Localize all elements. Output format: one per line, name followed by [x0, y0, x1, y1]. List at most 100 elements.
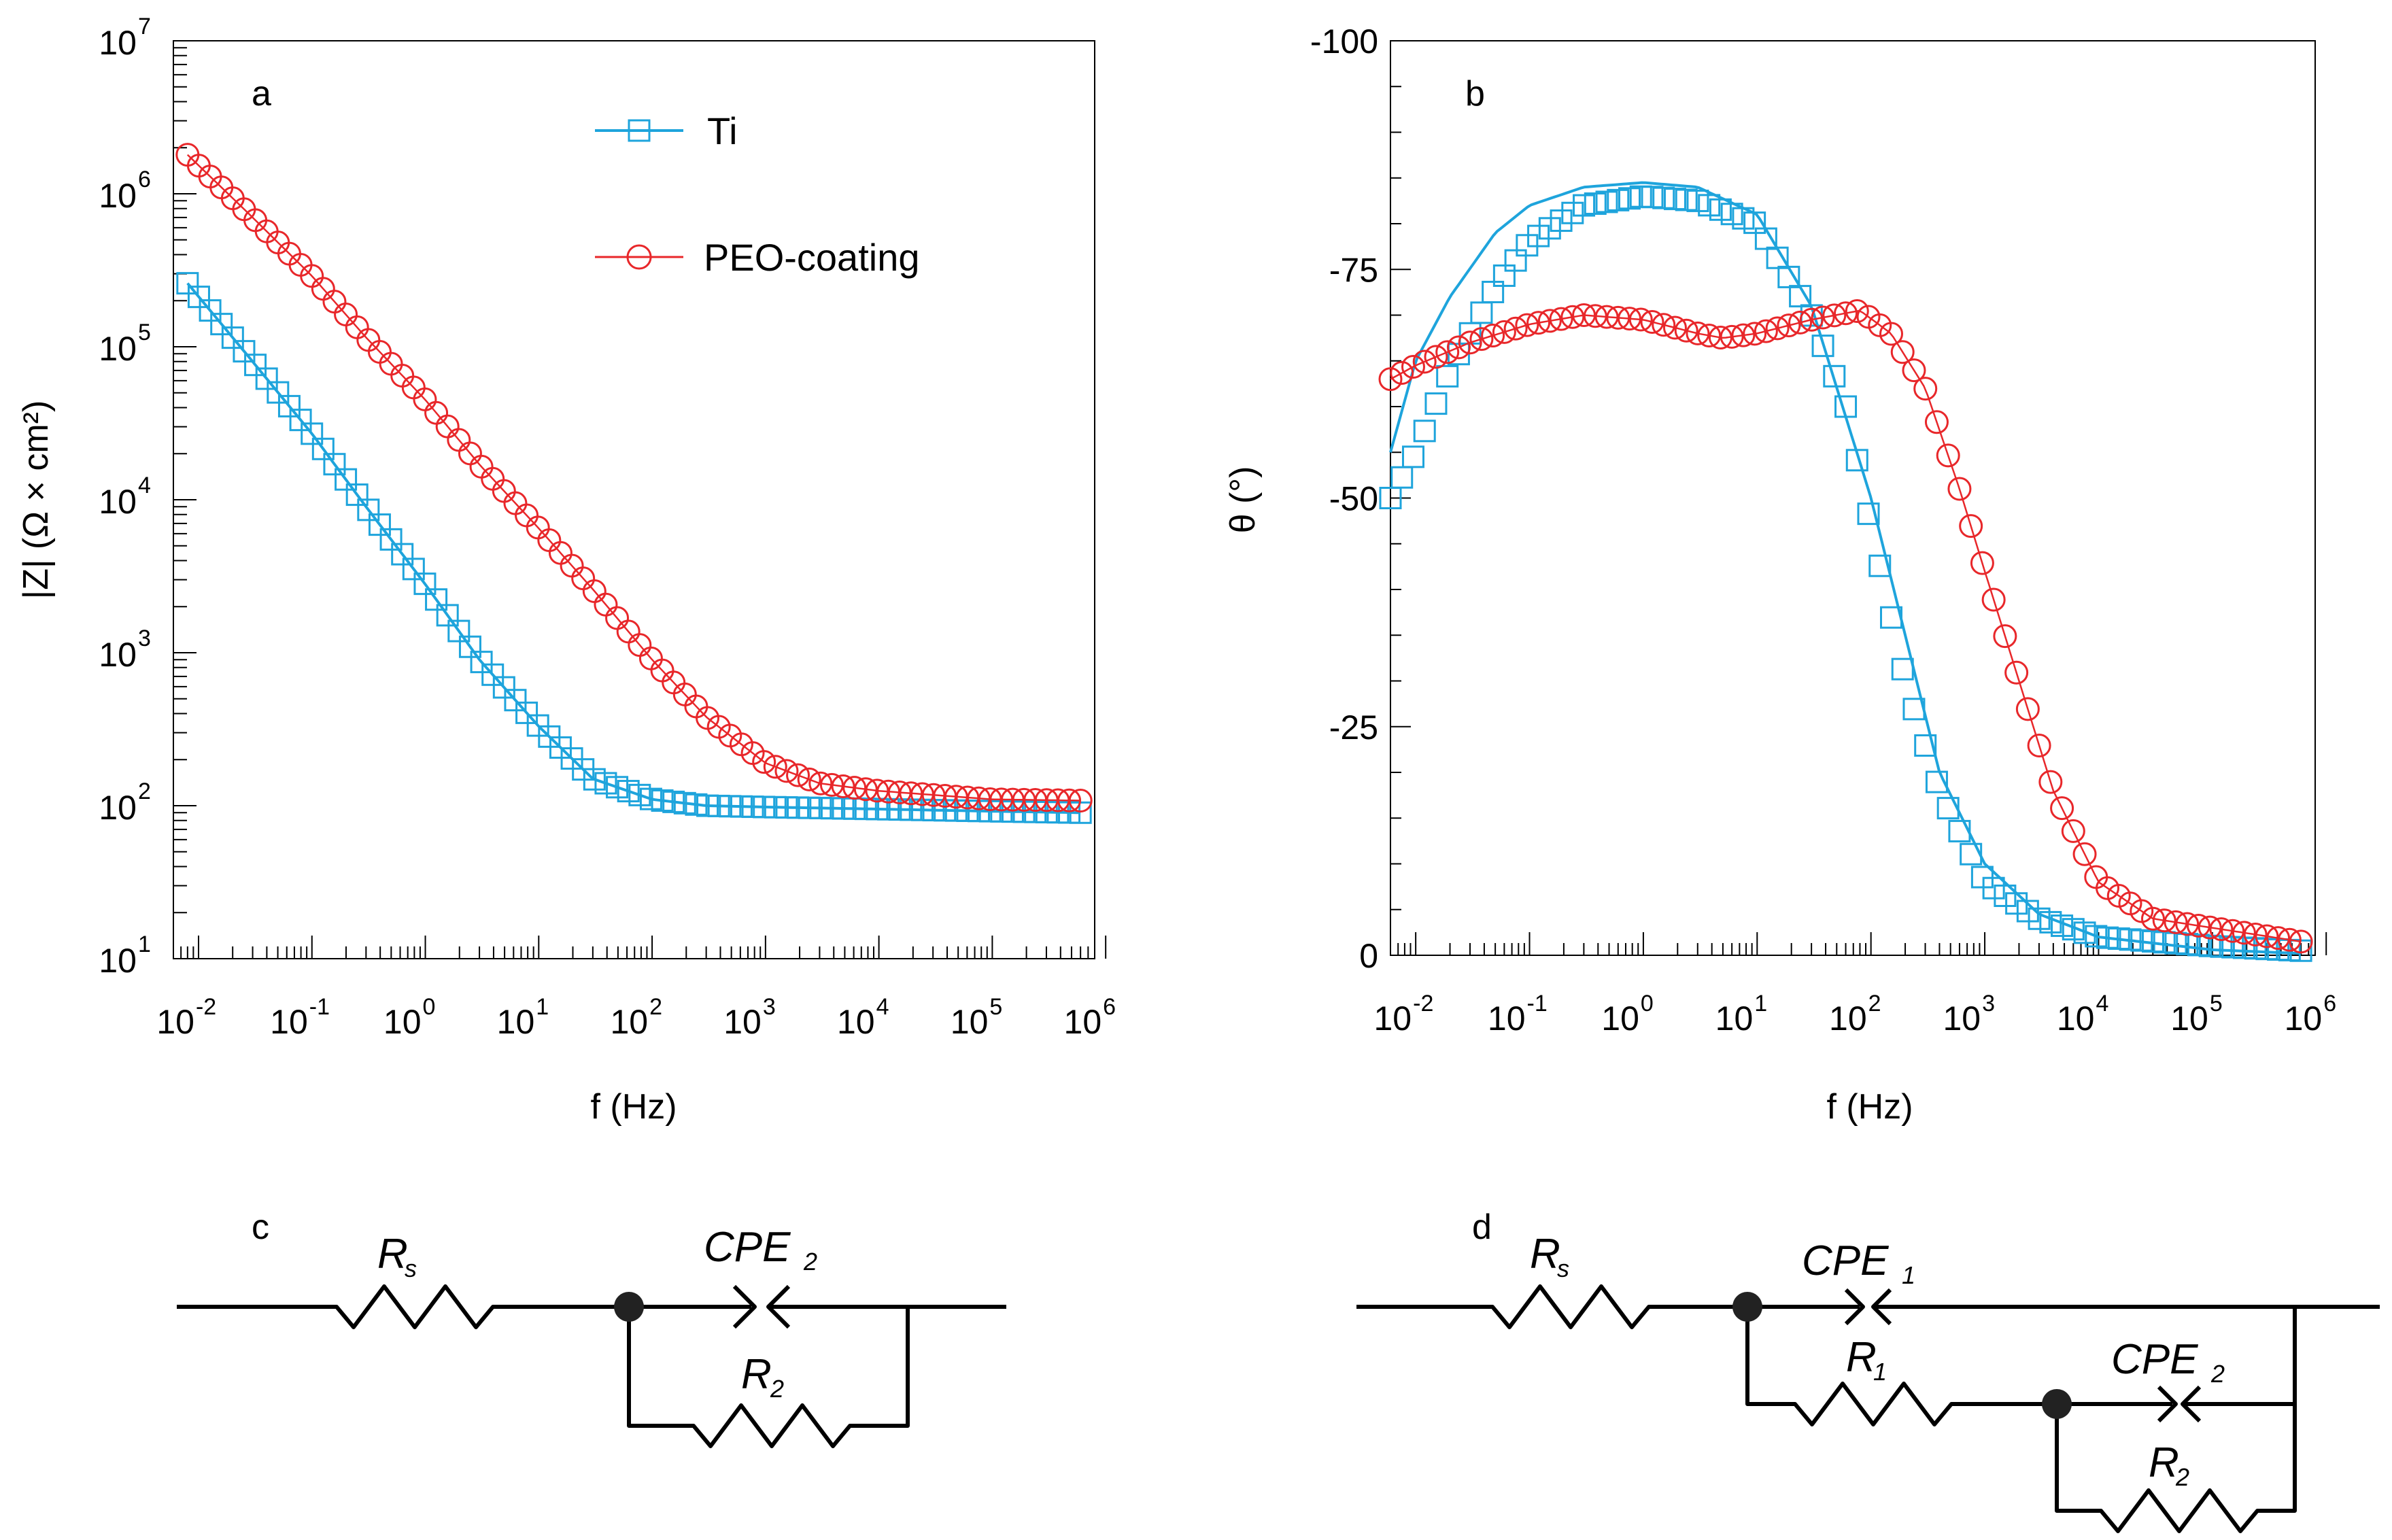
data-point-ti — [481, 663, 505, 686]
x-tick-exponent: 2 — [1868, 991, 1881, 1016]
y-tick-label: 10 — [99, 789, 137, 827]
y-tick-exponent: 7 — [138, 14, 151, 39]
x-tick-exponent: 1 — [536, 994, 549, 1020]
x-tick-label: 10 — [1601, 999, 1639, 1038]
data-point-peo — [1731, 323, 1756, 347]
svg-text:R: R — [1530, 1231, 1560, 1278]
data-point-peo — [1765, 316, 1790, 341]
data-point-ti — [639, 787, 662, 810]
panel-label-d: d — [1472, 1208, 1492, 1247]
data-point-peo — [786, 763, 810, 787]
x-tick-exponent: -2 — [1413, 991, 1433, 1016]
data-point-peo — [1959, 514, 1983, 538]
data-point-ti — [289, 409, 312, 432]
x-tick-label: 10 — [1064, 1003, 1102, 1041]
data-point-ti — [402, 558, 425, 581]
svg-text:2: 2 — [770, 1375, 784, 1403]
data-point-peo — [2164, 910, 2188, 934]
x-tick-label: 10 — [156, 1003, 194, 1041]
data-point-ti — [391, 543, 414, 566]
x-tick-exponent: -2 — [196, 994, 216, 1020]
circuit-d-node-1 — [1732, 1292, 1762, 1322]
svg-text:CPE: CPE — [2111, 1336, 2198, 1383]
y-tick-label: 10 — [99, 177, 137, 215]
data-point-ti — [2187, 934, 2210, 957]
data-point-ti — [1925, 770, 1948, 793]
plot-b-series — [1378, 181, 2313, 962]
data-point-ti — [866, 798, 889, 821]
plot-a-series — [175, 143, 1093, 824]
data-point-ti — [888, 798, 911, 821]
data-point-peo — [1446, 335, 1471, 360]
y-tick-exponent: 5 — [138, 320, 151, 345]
svg-text:1: 1 — [1902, 1261, 1915, 1289]
data-point-peo — [1662, 315, 1687, 340]
data-point-ti — [1663, 188, 1686, 211]
x-tick-label: 10 — [2285, 999, 2323, 1038]
legend-ti-marker — [628, 119, 651, 142]
data-point-ti — [1595, 190, 1618, 213]
data-point-ti — [662, 790, 685, 813]
svg-text:1: 1 — [1873, 1358, 1887, 1386]
data-point-peo — [1594, 305, 1619, 329]
data-point-ti — [1868, 554, 1892, 577]
data-point-ti — [696, 794, 719, 817]
data-point-ti — [2085, 925, 2108, 948]
data-point-ti — [425, 588, 448, 611]
data-point-peo — [2175, 912, 2200, 936]
data-point-peo — [2232, 921, 2256, 945]
data-point-ti — [2164, 931, 2187, 955]
data-point-peo — [1068, 788, 1093, 812]
circuit-c-r2-branch — [627, 1307, 910, 1448]
data-point-peo — [1503, 316, 1528, 341]
data-point-peo — [2277, 927, 2302, 952]
data-point-ti — [458, 635, 481, 658]
phase-angle-plot: -100-75-50-250 10 -2 10 -1 10 0 10 1 10 2 10 3 10 4 10… — [1223, 22, 2336, 1127]
x-tick-exponent: 6 — [2323, 991, 2336, 1016]
circuit-c-r2-label: R2 — [741, 1351, 784, 1403]
panel-label-a: a — [252, 74, 271, 114]
circuit-d-r1-label: R1 — [1846, 1334, 1887, 1386]
data-point-ti — [1811, 335, 1834, 358]
y-tick-exponent: 1 — [138, 931, 151, 957]
y-tick-label: -50 — [1329, 480, 1378, 518]
data-point-peo — [1583, 304, 1607, 328]
data-point-peo — [1993, 624, 2017, 649]
circuit-d-cpe2-label: CPE 2 — [2111, 1336, 2225, 1388]
data-point-ti — [368, 513, 391, 536]
svg-text:CPE: CPE — [704, 1224, 791, 1271]
data-point-peo — [853, 777, 878, 802]
data-point-ti — [1948, 819, 1971, 842]
data-point-peo — [2221, 919, 2245, 943]
data-point-peo — [1981, 587, 2006, 612]
data-point-ti — [2073, 921, 2096, 944]
y-tick-exponent: 2 — [138, 778, 151, 804]
svg-text:s: s — [405, 1254, 417, 1282]
data-point-ti — [335, 468, 358, 491]
panel-label-c: c — [252, 1208, 269, 1247]
data-point-ti — [1584, 192, 1607, 216]
data-point-ti — [1470, 301, 1493, 324]
data-point-ti — [787, 796, 810, 819]
circuit-d-r1-branch — [1745, 1307, 2057, 1426]
data-point-ti — [1675, 188, 1698, 211]
x-tick-exponent: 5 — [989, 994, 1002, 1020]
data-point-peo — [1708, 325, 1732, 349]
data-point-peo — [1549, 307, 1573, 331]
legend-ti-label: Ti — [707, 109, 738, 152]
circuit-d-rs-resistor — [1356, 1284, 1747, 1329]
data-point-ti — [1482, 280, 1505, 303]
x-tick-exponent: 4 — [876, 994, 889, 1020]
circuit-d-r2-branch — [2055, 1307, 2297, 1533]
data-point-peo — [1618, 307, 1642, 331]
data-point-peo — [1412, 349, 1437, 374]
data-point-ti — [922, 799, 945, 822]
x-tick-label: 10 — [1829, 999, 1867, 1038]
x-tick-label: 10 — [2057, 999, 2095, 1038]
svg-text:2: 2 — [2210, 1360, 2225, 1388]
circuit-c-cpe2-label: CPE 2 — [704, 1224, 817, 1276]
data-point-ti — [1982, 876, 2005, 900]
data-point-peo — [2198, 915, 2222, 940]
data-point-ti — [267, 381, 290, 404]
